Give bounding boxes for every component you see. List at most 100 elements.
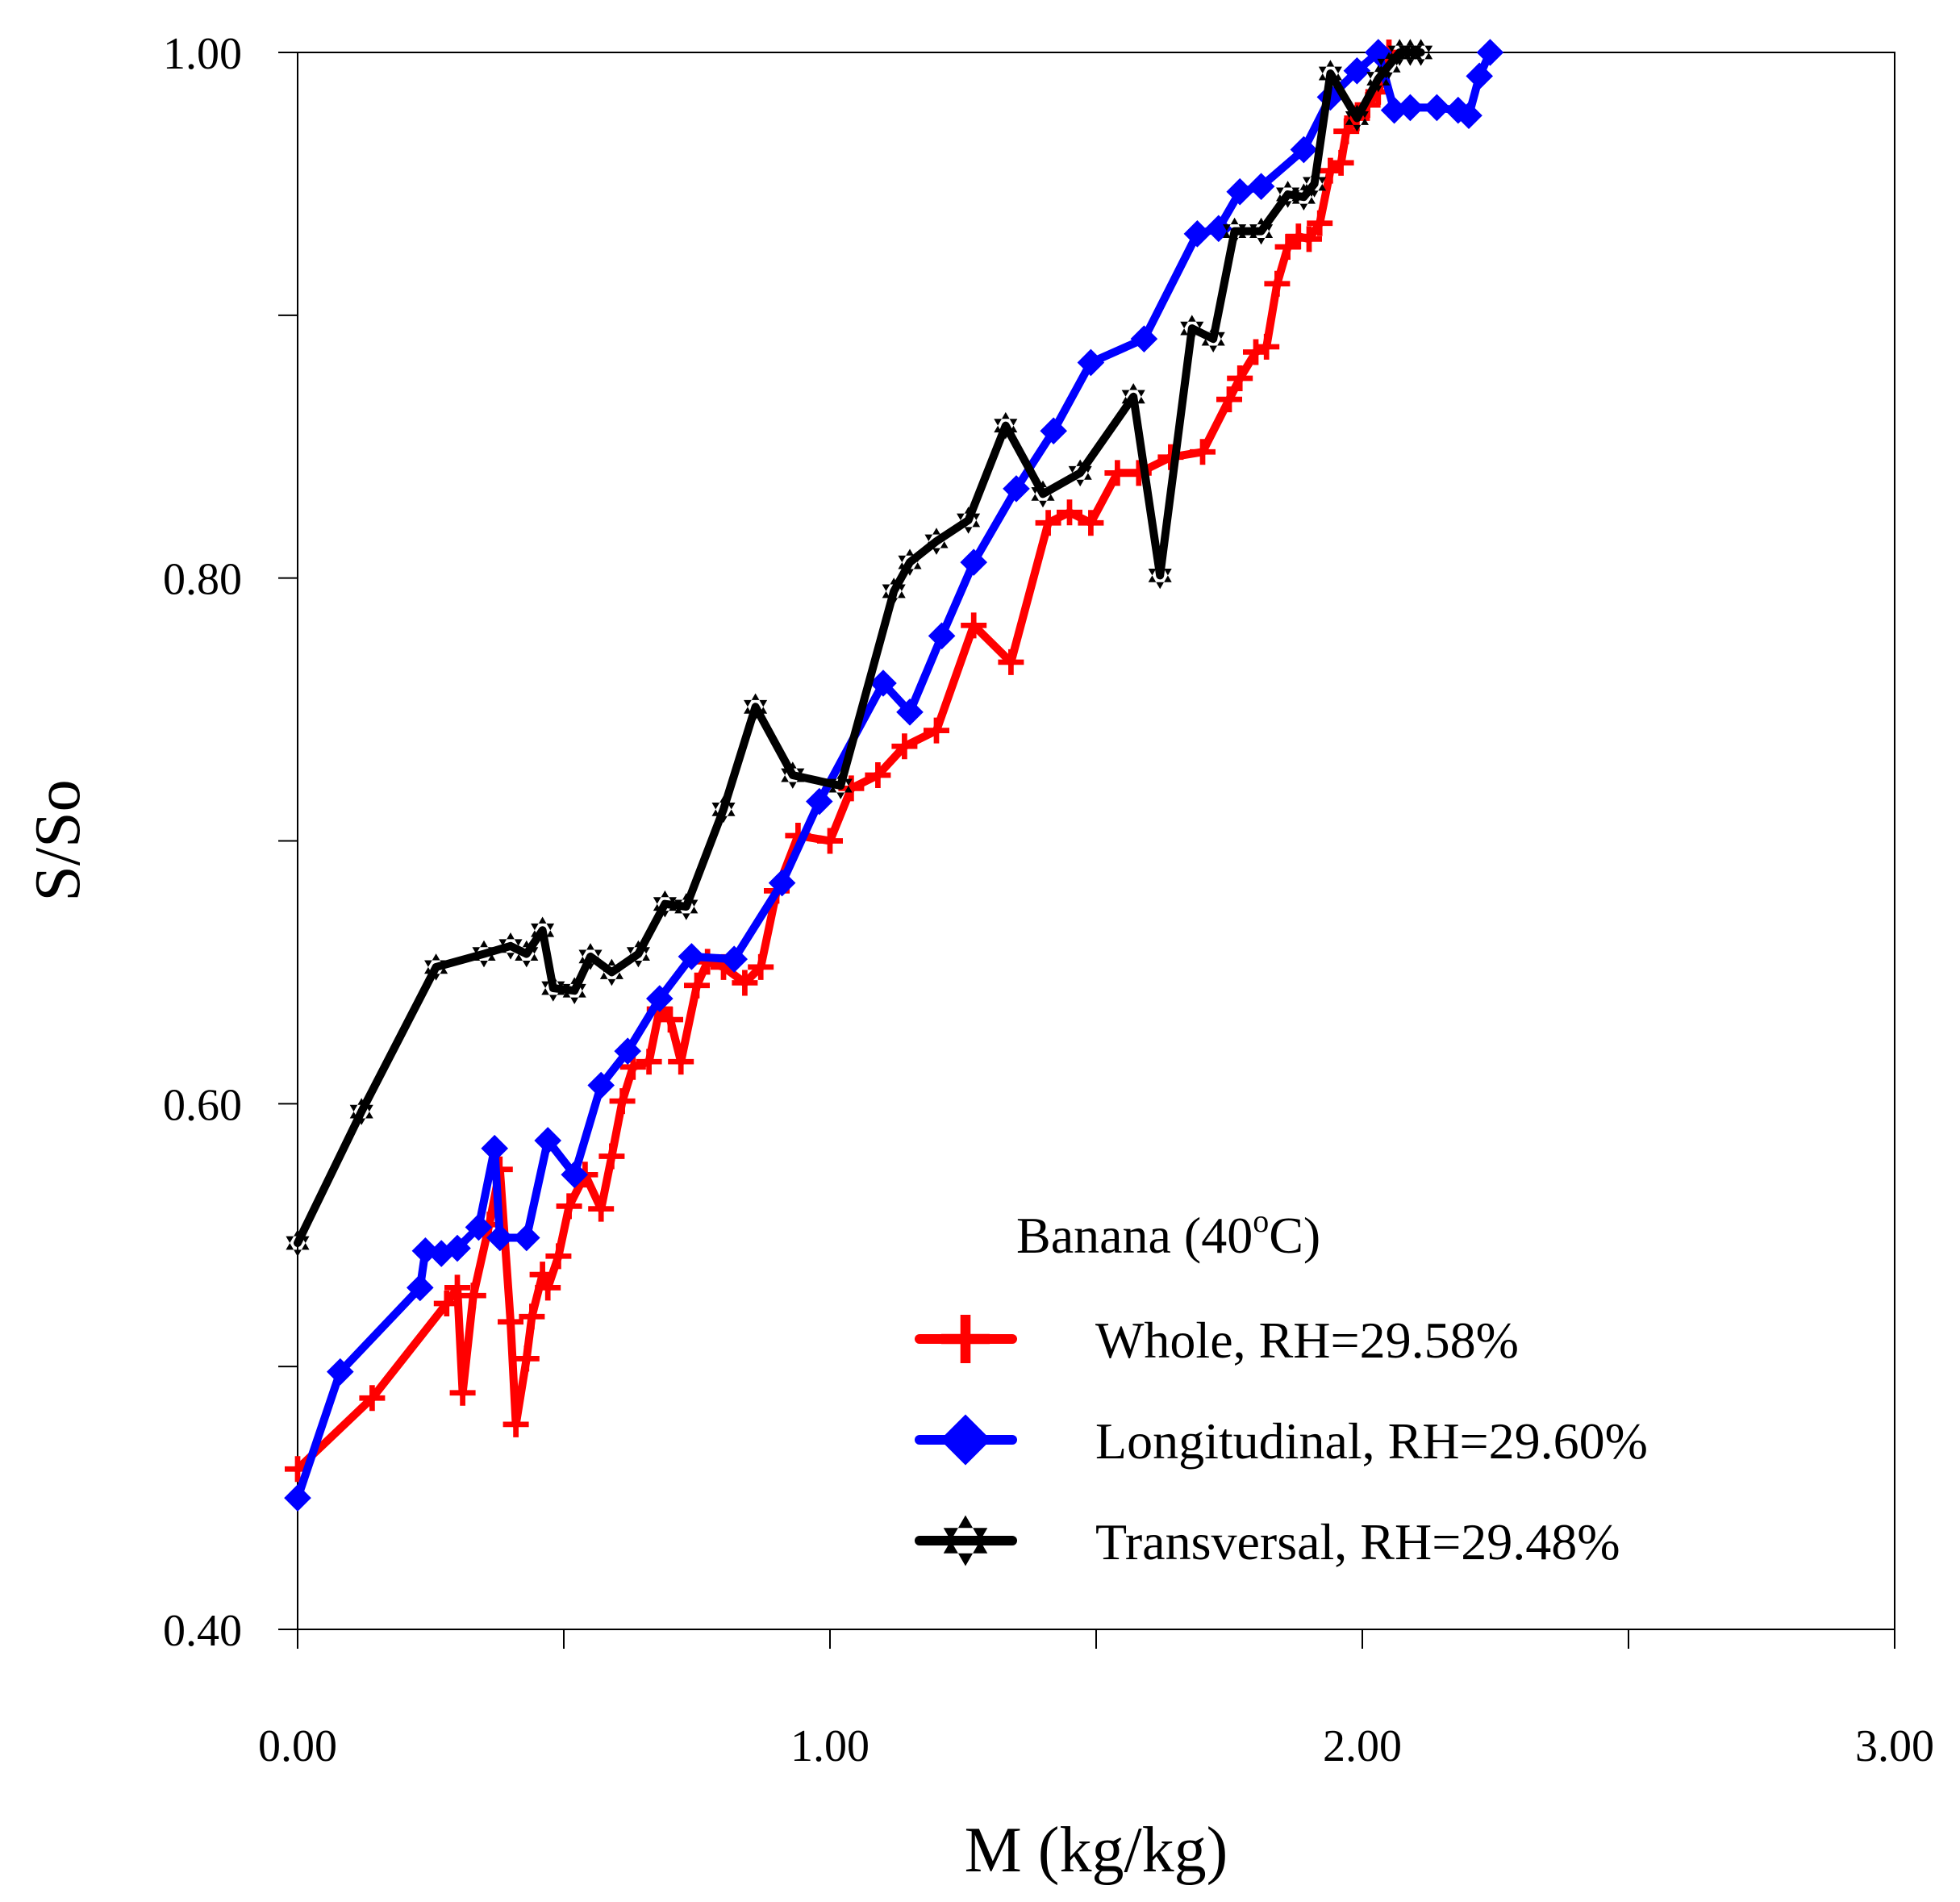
data-point [1077, 348, 1105, 377]
data-point [957, 507, 981, 534]
data-point [1031, 480, 1055, 508]
series-1 [284, 39, 1504, 1512]
series-2 [286, 39, 1433, 1257]
data-point [513, 1224, 540, 1252]
legend-title-superscript: o [1253, 1203, 1269, 1239]
data-point [513, 1345, 540, 1372]
data-point [1247, 173, 1275, 200]
data-point [1040, 417, 1067, 444]
data-point [1466, 62, 1493, 90]
data-point [1057, 499, 1082, 526]
data-point [1409, 39, 1433, 66]
data-point [1307, 210, 1333, 236]
y-tick-label: 0.40 [163, 1606, 242, 1656]
data-point [578, 943, 603, 970]
data-point [561, 1161, 588, 1189]
data-point [1333, 118, 1360, 144]
data-point [1318, 60, 1342, 87]
data-point [828, 772, 853, 799]
data-point [286, 1229, 310, 1257]
data-point [481, 1134, 508, 1162]
data-point [460, 1283, 486, 1309]
data-point [626, 940, 650, 968]
data-point [869, 669, 897, 697]
data-point [768, 869, 796, 897]
legend-label: Transversal, RH=29.48% [1095, 1513, 1620, 1570]
x-tick-label: 2.00 [1323, 1721, 1402, 1771]
data-point [1003, 475, 1030, 503]
data-point [694, 949, 721, 975]
data-point [711, 953, 736, 980]
data-point [1130, 325, 1158, 352]
data-point [1125, 460, 1152, 486]
data-point [865, 762, 891, 789]
data-point [1296, 226, 1322, 252]
data-point [619, 1053, 646, 1080]
data-point [924, 528, 949, 555]
data-point [748, 953, 774, 980]
x-tick-label: 0.00 [258, 1721, 337, 1771]
data-point [711, 795, 736, 824]
data-point [838, 775, 865, 802]
data-point [898, 548, 922, 576]
data-point [433, 1290, 460, 1316]
data-point [928, 622, 956, 650]
data-point [806, 787, 833, 815]
data-point [781, 761, 805, 789]
data-point [472, 940, 496, 968]
data-point [1249, 217, 1274, 245]
data-point [1317, 157, 1344, 184]
data-point [498, 1308, 523, 1335]
data-point [1396, 94, 1424, 122]
data-point [896, 699, 924, 726]
legend-label: Whole, RH=29.58% [1095, 1312, 1519, 1369]
legend-item: Longitudinal, RH=29.60% [915, 1412, 1648, 1470]
data-point [1253, 333, 1280, 360]
x-axis-title: M (kg/kg) [965, 1815, 1228, 1886]
data-point [519, 1303, 545, 1330]
x-tick-label: 1.00 [790, 1721, 869, 1771]
plot-frame [297, 52, 1895, 1630]
data-point [1290, 136, 1318, 164]
data-point [960, 548, 987, 576]
data-point [1068, 459, 1092, 487]
data-point [545, 1243, 572, 1270]
data-point [503, 1411, 529, 1437]
data-point [284, 1484, 311, 1512]
data-point [891, 733, 918, 760]
x-tick-label: 3.00 [1855, 1721, 1934, 1771]
data-point [1303, 170, 1327, 198]
series-layer [284, 39, 1504, 1512]
data-point [657, 1007, 683, 1033]
legend-item: Transversal, RH=29.48% [915, 1513, 1620, 1570]
data-point [785, 822, 811, 849]
data-point [562, 977, 586, 1005]
data-point [1227, 365, 1253, 392]
series-line [294, 48, 1425, 1247]
data-point [535, 1274, 561, 1301]
data-point [732, 970, 758, 996]
data-point [882, 578, 906, 605]
data-point [1423, 94, 1451, 122]
data-point [327, 1358, 354, 1386]
data-point [720, 945, 748, 973]
data-point [1157, 444, 1184, 470]
data-point [486, 1156, 513, 1182]
legend-item: Whole, RH=29.58% [915, 1312, 1519, 1369]
data-point [359, 1385, 386, 1412]
data-point [1274, 234, 1301, 261]
data-point [598, 1143, 625, 1170]
data-point [646, 985, 673, 1012]
axes: 0.00 1.00 2.00 3.00 0.40 0.60 0.80 1.00 [163, 29, 1934, 1771]
data-point [541, 974, 565, 1002]
data-point [587, 1071, 615, 1099]
data-point [924, 717, 949, 744]
data-point [449, 1379, 476, 1406]
data-point [534, 1127, 561, 1154]
data-point [1476, 39, 1504, 66]
legend-marker [943, 1515, 988, 1566]
data-point [465, 1213, 493, 1241]
data-point [1455, 102, 1483, 129]
data-point [1365, 39, 1392, 66]
data-point [444, 1274, 470, 1301]
